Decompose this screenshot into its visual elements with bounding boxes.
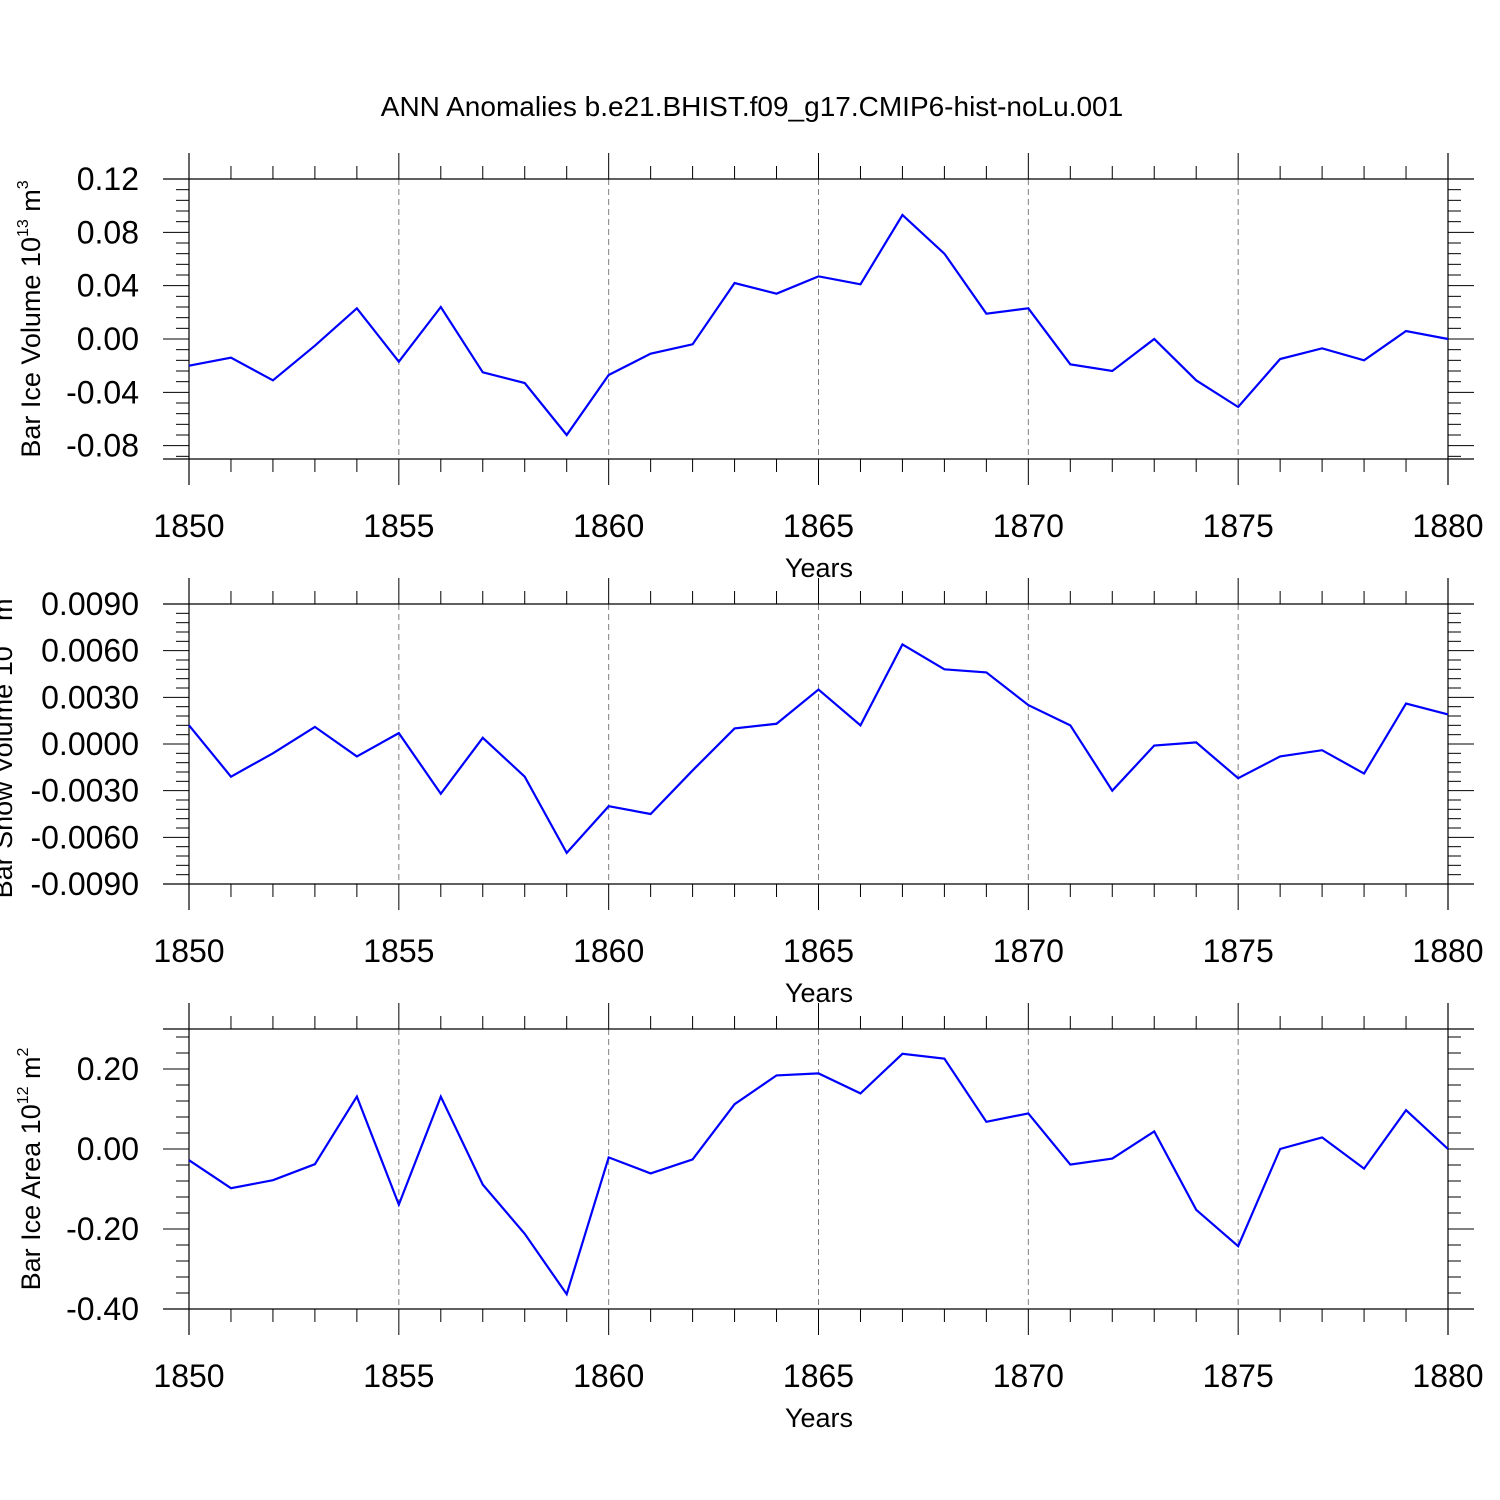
- y-tick-label: -0.08: [66, 428, 139, 464]
- series-line: [188, 642, 1449, 855]
- y-tick-label: -0.04: [66, 374, 139, 410]
- x-tick-label: 1860: [573, 933, 644, 969]
- x-tick-label: 1850: [153, 508, 224, 544]
- y-axis-label: Bar Ice Volume 1013 m3: [15, 180, 46, 457]
- x-tick-label: 1860: [573, 1358, 644, 1394]
- y-tick-label: 0.04: [77, 268, 139, 304]
- x-tick-label: 1880: [1412, 1358, 1483, 1394]
- x-tick-label: 1870: [993, 508, 1064, 544]
- y-tick-label: 0.20: [77, 1051, 139, 1087]
- x-tick-label: 1875: [1203, 1358, 1274, 1394]
- panel-bar-ice-volume: 1850 1855 1860 1865 1870 1875 1880Years0.120.0…: [15, 153, 1484, 583]
- x-tick-label: 1875: [1203, 508, 1274, 544]
- figure-title: ANN Anomalies b.e21.BHIST.f09_g17.CMIP6-…: [381, 91, 1123, 122]
- x-tick-label: 1865: [783, 1358, 854, 1394]
- panel-bar-ice-area: 1850 1855 1860 1865 1870 1875 1880 Years 0.20 0.0…: [15, 1003, 1484, 1433]
- y-tick-label: 0.0030: [41, 679, 139, 715]
- y-tick-label: -0.40: [66, 1291, 139, 1327]
- x-tick-label: 1855: [363, 1358, 434, 1394]
- x-tick-label: 1850: [153, 933, 224, 969]
- x-tick-label: 1875: [1203, 933, 1274, 969]
- y-tick-label: 0.12: [77, 161, 139, 197]
- y-tick-label: -0.0060: [30, 819, 139, 855]
- x-tick-label: 1855: [363, 933, 434, 969]
- y-tick-label: 0.08: [77, 214, 139, 250]
- y-tick-label: 0.00: [77, 1131, 139, 1167]
- series-line: [188, 213, 1449, 437]
- x-tick-label: 1865: [783, 933, 854, 969]
- y-tick-label: 0.00: [77, 321, 139, 357]
- y-tick-label: 0.0000: [41, 726, 139, 762]
- x-tick-label: 1855: [363, 508, 434, 544]
- y-tick-label: 0.0060: [41, 633, 139, 669]
- x-tick-label: 1850: [153, 1358, 224, 1394]
- x-tick-label: 1865: [783, 508, 854, 544]
- y-axis-label: Bar Snow Volume 1013 m3: [0, 589, 18, 898]
- panel-bar-snow-volume: 1850 1855 1860 1865 1870 1875 1880Years0.00900…: [0, 578, 1484, 1008]
- x-axis-label: Years: [785, 1403, 853, 1433]
- x-tick-label: 1870: [993, 933, 1064, 969]
- y-tick-label: -0.0030: [30, 773, 139, 809]
- y-tick-label: -0.0090: [30, 866, 139, 902]
- series-line: [188, 1052, 1449, 1297]
- y-axis-label: Bar Ice Area 1012 m2: [15, 1047, 46, 1290]
- x-tick-label: 1860: [573, 508, 644, 544]
- y-tick-label: -0.20: [66, 1211, 139, 1247]
- y-tick-label: 0.0090: [41, 586, 139, 622]
- x-tick-label: 1880: [1412, 508, 1483, 544]
- x-tick-label: 1870: [993, 1358, 1064, 1394]
- x-tick-label: 1880: [1412, 933, 1483, 969]
